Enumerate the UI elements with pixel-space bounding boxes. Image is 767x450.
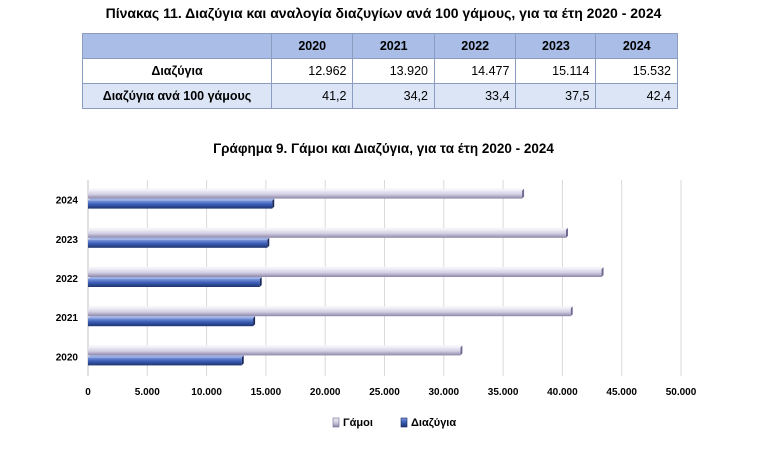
table-cell: 42,4	[595, 83, 678, 109]
bar	[88, 308, 571, 317]
x-tick-label: 25.000	[369, 387, 400, 398]
bar-top	[88, 306, 573, 309]
table-header-row: 2020 2021 2022 2023 2024	[82, 33, 678, 59]
bar-cap	[267, 237, 270, 248]
bar	[88, 279, 260, 287]
bar-top	[88, 355, 244, 358]
x-tick-label: 0	[85, 387, 91, 398]
y-tick-label: 2023	[56, 235, 79, 246]
bar-top	[88, 316, 256, 319]
legend-swatch	[332, 417, 340, 428]
bar-top	[88, 277, 262, 279]
table-cell: 15.532	[595, 58, 678, 84]
bar-top	[88, 237, 270, 240]
x-tick-label: 15.000	[251, 387, 282, 398]
table-row-ratio: Διαζύγια ανά 100 γάμους 41,2 34,2 33,4 3…	[82, 83, 678, 109]
row-label: Διαζύγια ανά 100 γάμους	[82, 83, 272, 109]
bar-top	[88, 198, 275, 201]
table-cell: 14.477	[433, 58, 517, 84]
chart-title: Γράφημα 9. Γάμοι και Διαζύγια, για τα έτ…	[213, 141, 554, 156]
bar	[88, 269, 602, 277]
bar	[88, 190, 523, 199]
bar-cap	[241, 355, 244, 366]
bar	[88, 318, 254, 327]
x-tick-label: 50.000	[666, 387, 697, 398]
row-label: Διαζύγια	[82, 58, 272, 84]
year-header: 2024	[595, 33, 678, 59]
table-cell: 12.962	[270, 58, 354, 84]
year-header: 2022	[433, 33, 517, 59]
year-header: 2023	[515, 33, 597, 59]
legend-label: Γάμοι	[343, 417, 373, 429]
table-corner-cell	[82, 33, 272, 59]
y-tick-label: 2022	[56, 274, 79, 285]
x-tick-label: 30.000	[429, 387, 460, 398]
bar-chart: 0 5.000 10.000 15.000 20.000 25.000 30.000 35.0…	[56, 180, 697, 429]
bar-cap	[253, 316, 256, 327]
bar-cap	[565, 227, 568, 238]
table-cell: 13.920	[352, 58, 435, 84]
bar-cap	[570, 306, 573, 317]
table-row-divorces: Διαζύγια 12.962 13.920 14.477 15.114 15.…	[82, 58, 678, 84]
bar-top	[88, 227, 568, 230]
x-tick-label: 40.000	[547, 387, 578, 398]
table-cell: 34,2	[352, 83, 435, 109]
bar-cap	[460, 345, 463, 356]
legend: Γάμοι Διαζύγια	[332, 417, 456, 429]
bar-top	[88, 188, 525, 191]
table-title: Πίνακας 11. Διαζύγια και αναλογία διαζυγ…	[105, 5, 662, 21]
bar-cap	[259, 277, 262, 287]
grid	[87, 180, 682, 376]
table-cell: 33,4	[433, 83, 517, 109]
table-cell: 41,2	[270, 83, 354, 109]
x-tick-label: 20.000	[310, 387, 341, 398]
bar	[88, 229, 566, 238]
legend-label: Διαζύγια	[411, 417, 456, 429]
axis-labels: 0 5.000 10.000 15.000 20.000 25.000 30.000 35.0…	[56, 196, 697, 398]
bar-top	[88, 267, 604, 269]
bar-top	[88, 345, 463, 348]
bar	[88, 239, 268, 248]
bars	[88, 188, 604, 366]
year-header: 2021	[352, 33, 435, 59]
table-cell: 15.114	[515, 58, 597, 84]
y-tick-label: 2020	[56, 352, 79, 363]
divorce-table: 2020 2021 2022 2023 2024 Διαζύγια 12.962…	[82, 33, 678, 109]
y-tick-label: 2024	[56, 196, 79, 207]
legend-swatch	[400, 417, 408, 428]
bar	[88, 200, 273, 209]
table-cell: 37,5	[515, 83, 597, 109]
bar-cap	[601, 267, 604, 277]
y-tick-label: 2021	[56, 313, 79, 324]
bar	[88, 347, 461, 356]
x-tick-label: 10.000	[191, 387, 222, 398]
year-header: 2020	[270, 33, 354, 59]
x-tick-label: 5.000	[135, 387, 160, 398]
x-tick-label: 45.000	[606, 387, 637, 398]
bar	[88, 357, 242, 366]
bar-cap	[522, 188, 525, 199]
x-tick-label: 35.000	[488, 387, 519, 398]
bar-cap	[272, 198, 275, 209]
